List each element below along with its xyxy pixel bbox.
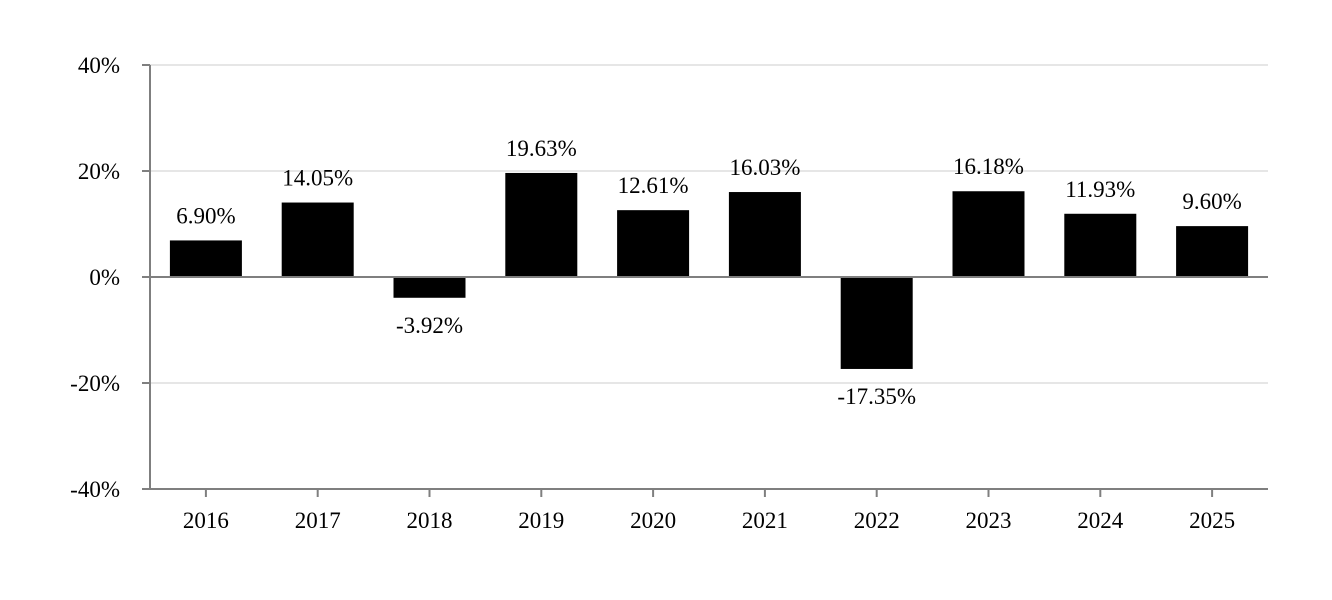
x-tick-label: 2023 — [966, 508, 1012, 533]
bar-2019 — [505, 172, 578, 277]
data-label-2024: 11.93% — [1065, 177, 1135, 202]
y-tick-label: 20% — [78, 159, 120, 184]
x-tick-label: 2019 — [518, 508, 564, 533]
data-label-2018: -3.92% — [396, 313, 463, 338]
data-label-2021: 16.03% — [729, 155, 800, 180]
data-labels: 6.90% 14.05% -3.92% 19.63% 12.61% 16.03% -17.3… — [176, 136, 1242, 409]
bar-2017 — [281, 202, 354, 277]
x-tick-label: 2024 — [1077, 508, 1124, 533]
x-axis-tick-labels: 2016 2017 2018 2019 2020 2021 2022 2023 2024 2025 — [183, 508, 1235, 533]
bar-2020 — [617, 210, 690, 277]
data-label-2022: -17.35% — [837, 384, 916, 409]
x-tick-label: 2022 — [854, 508, 900, 533]
x-tick-label: 2021 — [742, 508, 788, 533]
bar-2018 — [393, 277, 466, 298]
y-tick-label: -20% — [70, 371, 120, 396]
bar-2024 — [1064, 213, 1137, 277]
y-tick-label: -40% — [70, 477, 120, 502]
x-tick-label: 2020 — [630, 508, 676, 533]
data-label-2025: 9.60% — [1182, 189, 1241, 214]
bar-2025 — [1176, 226, 1249, 277]
axes — [142, 64, 1268, 497]
data-label-2023: 16.18% — [953, 154, 1024, 179]
bar-2023 — [952, 191, 1025, 277]
x-tick-label: 2017 — [295, 508, 341, 533]
x-tick-label: 2025 — [1189, 508, 1235, 533]
bars — [169, 172, 1249, 369]
bar-2021 — [728, 192, 801, 277]
y-tick-label: 40% — [78, 53, 120, 78]
data-label-2020: 12.61% — [618, 173, 689, 198]
data-label-2019: 19.63% — [506, 136, 577, 161]
data-label-2016: 6.90% — [176, 203, 235, 228]
bar-2022 — [840, 277, 913, 369]
data-label-2017: 14.05% — [282, 166, 353, 191]
x-tick-label: 2016 — [183, 508, 229, 533]
y-tick-label: 0% — [89, 265, 120, 290]
bar-2016 — [169, 240, 242, 277]
x-tick-label: 2018 — [407, 508, 453, 533]
grid-lines — [150, 64, 1268, 384]
y-axis-tick-labels: 40% 20% 0% -20% -40% — [70, 53, 120, 502]
